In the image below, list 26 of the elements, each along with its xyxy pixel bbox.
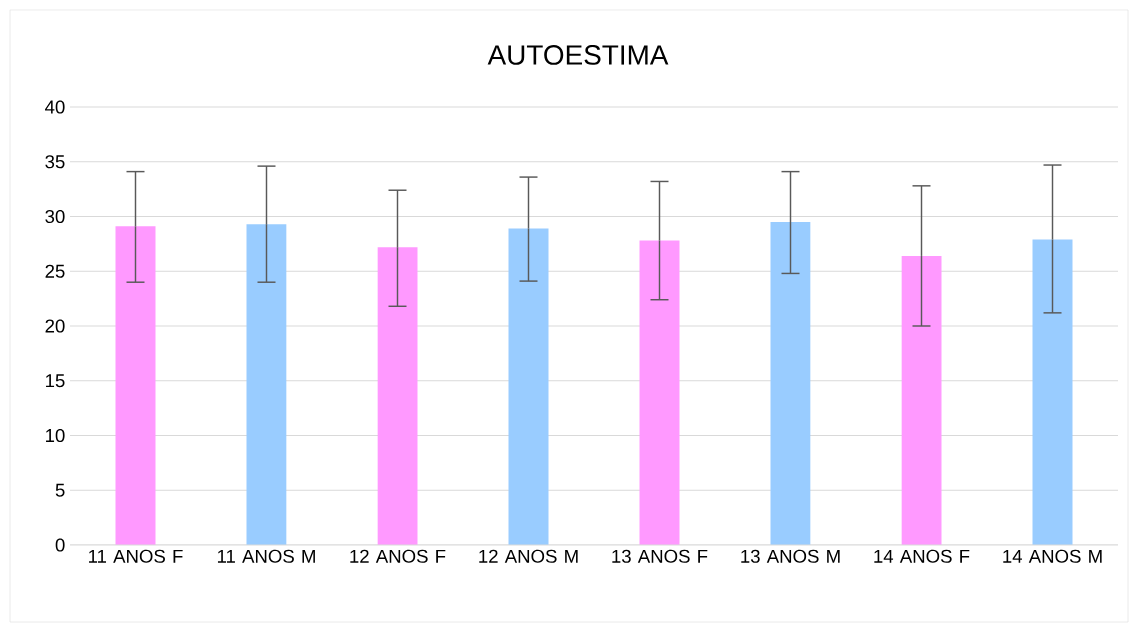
- y-tick-label: 35: [45, 155, 65, 169]
- bar: [639, 240, 680, 545]
- x-tick-label: 11 ANOS M: [217, 549, 315, 563]
- bar: [770, 221, 811, 545]
- y-tick-label: 5: [55, 483, 65, 497]
- x-tick-label: 13 ANOS F: [612, 549, 708, 563]
- y-tick-label: 20: [45, 319, 65, 333]
- y-tick-label: 15: [46, 374, 65, 388]
- y-tick-label: 40: [45, 100, 65, 114]
- bar: [508, 228, 549, 545]
- y-tick-label: 25: [45, 264, 65, 278]
- x-tick-label: 14 ANOS M: [1003, 549, 1102, 563]
- y-tick-label: 0: [55, 538, 65, 552]
- y-tick-label: 30: [45, 209, 65, 224]
- x-tick-label: 13 ANOS M: [741, 549, 840, 563]
- bar: [115, 226, 156, 545]
- x-tick-label: 12 ANOS F: [350, 549, 446, 563]
- bar: [377, 247, 418, 545]
- x-tick-label: 14 ANOS F: [874, 549, 970, 563]
- x-tick-label: 11 ANOS F: [89, 549, 183, 563]
- bar: [901, 255, 942, 545]
- chart-title: AUTOESTIMA: [487, 45, 669, 65]
- bar: [246, 224, 287, 545]
- x-tick-label: 12 ANOS M: [479, 549, 578, 563]
- bar: [1032, 239, 1073, 545]
- y-tick-label: 10: [46, 428, 65, 443]
